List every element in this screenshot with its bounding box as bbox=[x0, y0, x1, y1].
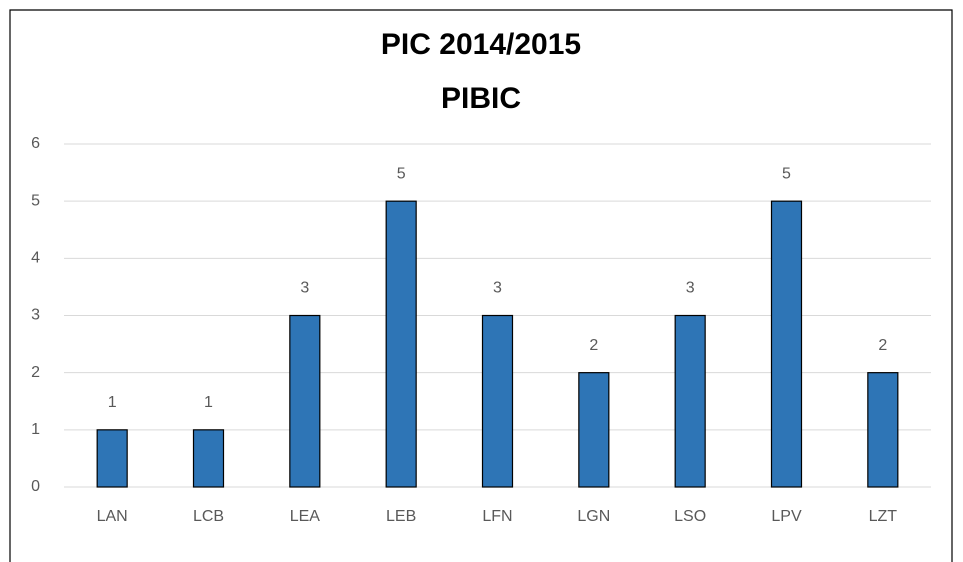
bar bbox=[867, 372, 899, 488]
bar bbox=[674, 314, 706, 488]
data-label: 3 bbox=[300, 280, 309, 297]
x-tick-label: LAN bbox=[97, 508, 128, 525]
x-tick-label: LSO bbox=[674, 508, 706, 525]
bar bbox=[770, 200, 803, 488]
y-tick-label: 4 bbox=[31, 250, 40, 267]
chart-border bbox=[9, 9, 953, 562]
x-tick-label: LZT bbox=[869, 508, 898, 525]
bar bbox=[481, 314, 514, 488]
y-tick-label: 1 bbox=[31, 421, 40, 438]
bar bbox=[385, 200, 417, 488]
data-label: 2 bbox=[878, 337, 887, 354]
data-label: 1 bbox=[204, 394, 213, 411]
x-tick-label: LEB bbox=[386, 508, 416, 525]
chart-title: PIC 2014/2015 bbox=[381, 28, 581, 61]
chart-subtitle: PIBIC bbox=[441, 82, 521, 115]
y-tick-label: 6 bbox=[31, 135, 40, 152]
data-label: 1 bbox=[108, 394, 117, 411]
bar bbox=[96, 429, 128, 488]
x-tick-label: LFN bbox=[482, 508, 512, 525]
y-tick-label: 2 bbox=[31, 364, 40, 381]
x-tick-label: LGN bbox=[577, 508, 610, 525]
data-label: 3 bbox=[493, 280, 502, 297]
y-tick-label: 0 bbox=[31, 478, 40, 495]
bar bbox=[289, 314, 321, 488]
y-tick-label: 3 bbox=[31, 307, 40, 324]
bar bbox=[578, 372, 610, 488]
y-tick-label: 5 bbox=[31, 192, 40, 209]
data-label: 2 bbox=[589, 337, 598, 354]
x-tick-label: LCB bbox=[193, 508, 224, 525]
x-tick-label: LPV bbox=[771, 508, 802, 525]
data-label: 5 bbox=[397, 165, 406, 182]
x-tick-label: LEA bbox=[290, 508, 321, 525]
data-label: 3 bbox=[686, 280, 695, 297]
bar bbox=[192, 429, 225, 488]
data-label: 5 bbox=[782, 165, 791, 182]
